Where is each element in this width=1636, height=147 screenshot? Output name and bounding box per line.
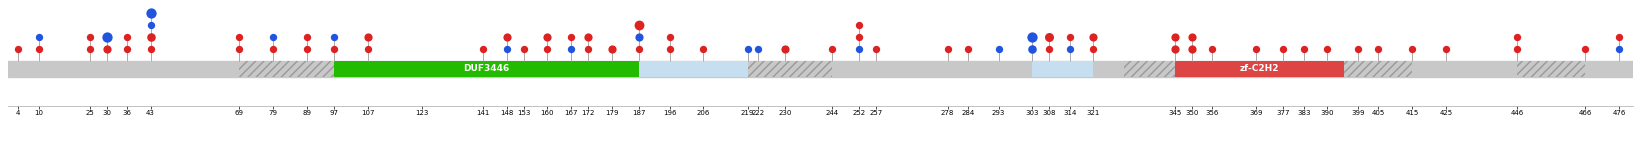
Point bbox=[846, 48, 872, 50]
Point bbox=[93, 48, 119, 50]
Point bbox=[690, 48, 717, 50]
Point bbox=[1505, 48, 1531, 50]
Point bbox=[1057, 36, 1083, 38]
Point bbox=[1270, 48, 1296, 50]
Point bbox=[494, 48, 520, 50]
Bar bbox=[239, 61, 334, 77]
Point bbox=[321, 36, 347, 38]
Point bbox=[115, 36, 141, 38]
Point bbox=[137, 48, 164, 50]
Bar bbox=[1070, 61, 1093, 77]
Point bbox=[535, 48, 561, 50]
Point bbox=[627, 48, 653, 50]
Point bbox=[1572, 48, 1598, 50]
Point bbox=[93, 36, 119, 38]
Point bbox=[1199, 48, 1225, 50]
Point bbox=[772, 48, 798, 50]
Point bbox=[260, 36, 286, 38]
Point bbox=[137, 12, 164, 14]
Point bbox=[77, 48, 103, 50]
Point bbox=[5, 48, 31, 50]
Point bbox=[26, 36, 52, 38]
Point bbox=[535, 36, 561, 38]
Point bbox=[115, 48, 141, 50]
Point bbox=[1607, 48, 1633, 50]
Point bbox=[1180, 48, 1206, 50]
Point bbox=[226, 36, 252, 38]
Point bbox=[955, 48, 982, 50]
Point bbox=[846, 24, 872, 26]
Point bbox=[1180, 36, 1206, 38]
Point bbox=[744, 48, 771, 50]
Point bbox=[558, 48, 584, 50]
Point bbox=[1505, 36, 1531, 38]
Point bbox=[985, 48, 1011, 50]
Text: zf-C2H2: zf-C2H2 bbox=[1240, 64, 1279, 73]
Point bbox=[574, 48, 600, 50]
Point bbox=[510, 48, 537, 50]
Point bbox=[1243, 48, 1270, 50]
Bar bbox=[1032, 61, 1070, 77]
Point bbox=[864, 48, 890, 50]
Bar bbox=[1345, 61, 1412, 77]
Point bbox=[26, 48, 52, 50]
Point bbox=[1080, 48, 1106, 50]
Point bbox=[1019, 48, 1045, 50]
Bar bbox=[1124, 61, 1175, 77]
Point bbox=[627, 24, 653, 26]
Point bbox=[293, 48, 319, 50]
Point bbox=[321, 48, 347, 50]
Point bbox=[599, 48, 625, 50]
Point bbox=[293, 36, 319, 38]
Point bbox=[846, 36, 872, 38]
Point bbox=[137, 36, 164, 38]
Point bbox=[1162, 36, 1188, 38]
Point bbox=[355, 48, 381, 50]
Point bbox=[1162, 48, 1188, 50]
Point bbox=[355, 36, 381, 38]
Point bbox=[260, 48, 286, 50]
Text: DUF3446: DUF3446 bbox=[463, 64, 509, 73]
Bar bbox=[1175, 61, 1345, 77]
Point bbox=[1607, 36, 1633, 38]
Point bbox=[226, 48, 252, 50]
Bar bbox=[748, 61, 833, 77]
Point bbox=[656, 48, 682, 50]
Bar bbox=[8, 61, 1633, 77]
Point bbox=[656, 36, 682, 38]
Point bbox=[1366, 48, 1392, 50]
Point bbox=[735, 48, 761, 50]
Point bbox=[934, 48, 960, 50]
Point bbox=[574, 36, 600, 38]
Point bbox=[1019, 36, 1045, 38]
Point bbox=[1036, 36, 1062, 38]
Point bbox=[137, 24, 164, 26]
Point bbox=[1036, 48, 1062, 50]
Point bbox=[1314, 48, 1340, 50]
Point bbox=[494, 36, 520, 38]
Point bbox=[1399, 48, 1425, 50]
Bar bbox=[640, 61, 748, 77]
Point bbox=[1291, 48, 1317, 50]
Point bbox=[1345, 48, 1371, 50]
Point bbox=[820, 48, 846, 50]
Point bbox=[470, 48, 496, 50]
Point bbox=[1433, 48, 1459, 50]
Point bbox=[77, 36, 103, 38]
Point bbox=[558, 36, 584, 38]
Point bbox=[1057, 48, 1083, 50]
Point bbox=[1080, 36, 1106, 38]
Point bbox=[627, 36, 653, 38]
Bar bbox=[334, 61, 640, 77]
Bar bbox=[1518, 61, 1585, 77]
